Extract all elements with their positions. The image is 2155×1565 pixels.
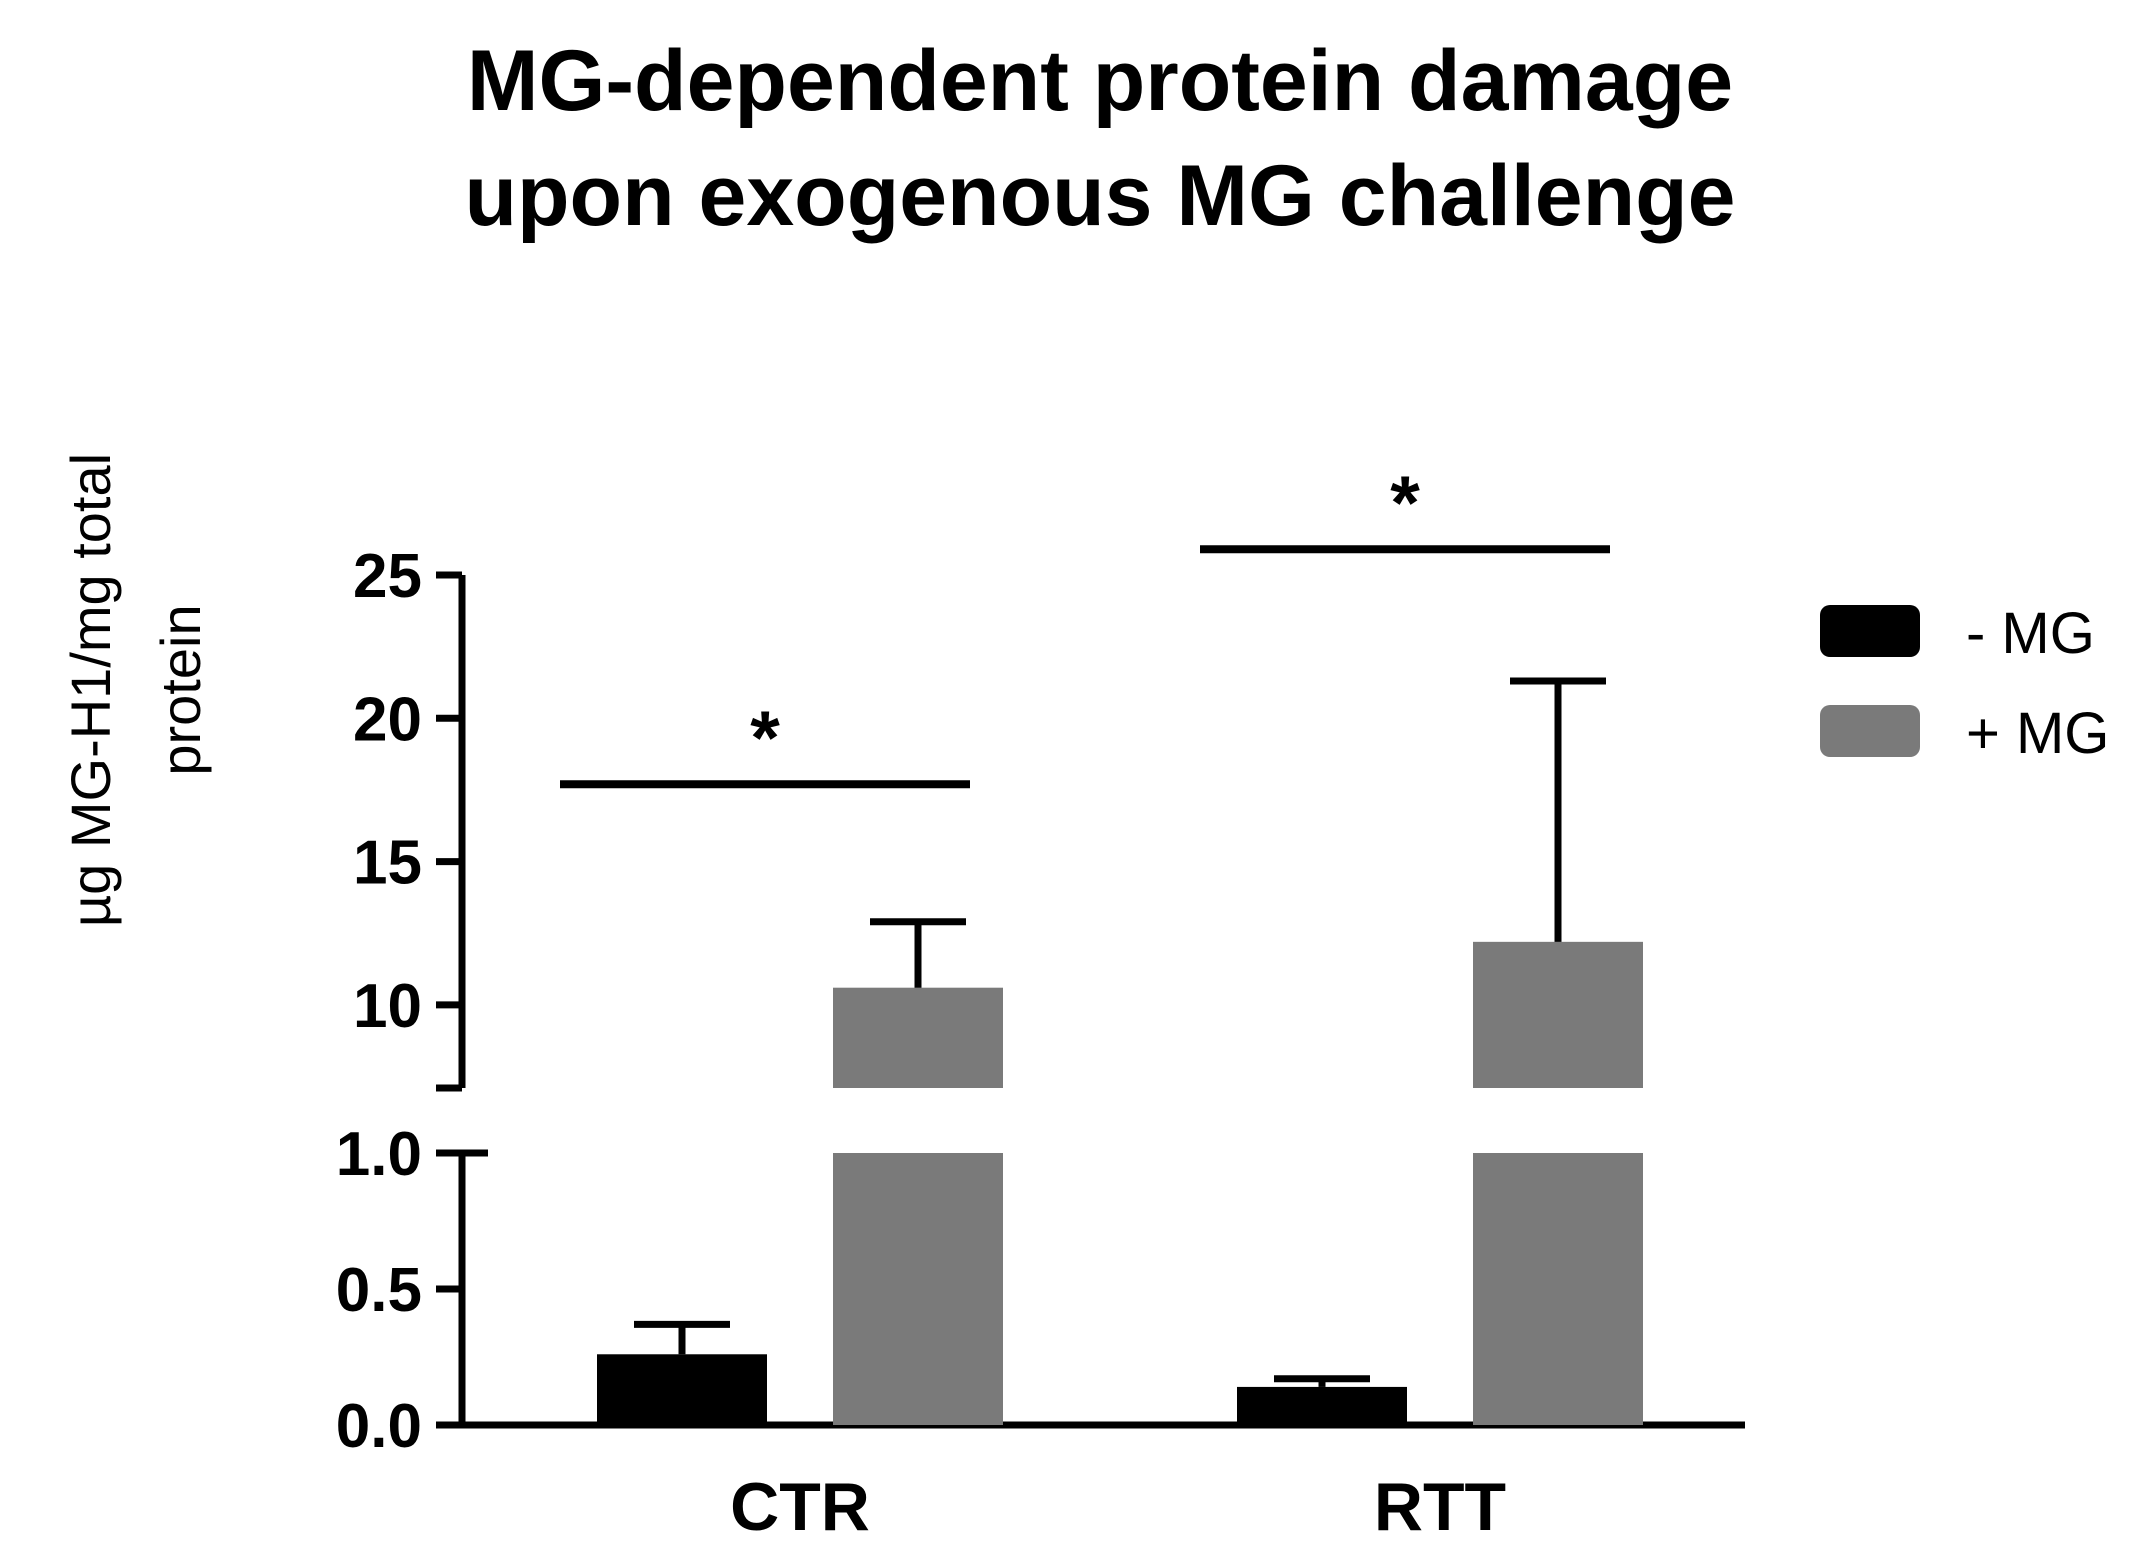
y-axis-label: µg MG-H1/mg total protein xyxy=(59,453,212,927)
bars xyxy=(597,941,1643,1425)
bar-rtt-plus-mg-upper xyxy=(1473,941,1643,1088)
error-bars xyxy=(634,677,1606,1387)
chart-title-line-1: MG-dependent protein damage xyxy=(467,33,1733,129)
x-tick-label-ctr: CTR xyxy=(730,1469,870,1545)
chart-title-line-2: upon exogenous MG challenge xyxy=(464,148,1735,244)
y-tick-label: 10 xyxy=(353,972,422,1041)
x-tick-label-rtt: RTT xyxy=(1374,1469,1506,1545)
significance-annotations: ** xyxy=(560,461,1610,789)
y-axis-label-line-2: protein xyxy=(149,604,212,775)
bar-rtt-plus-mg-lower xyxy=(1473,1153,1643,1425)
axes: 0.0 0.5 1.0 10 15 20 25 CTR RTT xyxy=(336,542,1745,1545)
y-tick-label: 15 xyxy=(353,829,422,898)
legend-swatch-minus-mg xyxy=(1820,605,1920,657)
legend-swatch-plus-mg xyxy=(1820,705,1920,757)
significance-star-ctr: * xyxy=(750,696,780,781)
legend: - MG + MG xyxy=(1820,601,2109,766)
legend-label-minus-mg: - MG xyxy=(1966,601,2095,666)
bar-rtt-minus-mg xyxy=(1237,1386,1407,1425)
y-tick-label: 20 xyxy=(353,685,422,754)
legend-label-plus-mg: + MG xyxy=(1966,701,2109,766)
y-axis-label-line-1: µg MG-H1/mg total xyxy=(59,453,122,927)
bar-ctr-plus-mg-lower xyxy=(833,1153,1003,1425)
chart-title: MG-dependent protein damage upon exogeno… xyxy=(464,33,1735,244)
bar-ctr-plus-mg-upper xyxy=(833,987,1003,1088)
bar-ctr-minus-mg xyxy=(597,1354,767,1425)
y-tick-label: 0.5 xyxy=(336,1256,422,1325)
y-tick-label: 25 xyxy=(353,542,422,611)
y-tick-label: 0.0 xyxy=(336,1392,422,1461)
y-tick-label: 1.0 xyxy=(336,1120,422,1189)
significance-star-rtt: * xyxy=(1390,461,1420,546)
